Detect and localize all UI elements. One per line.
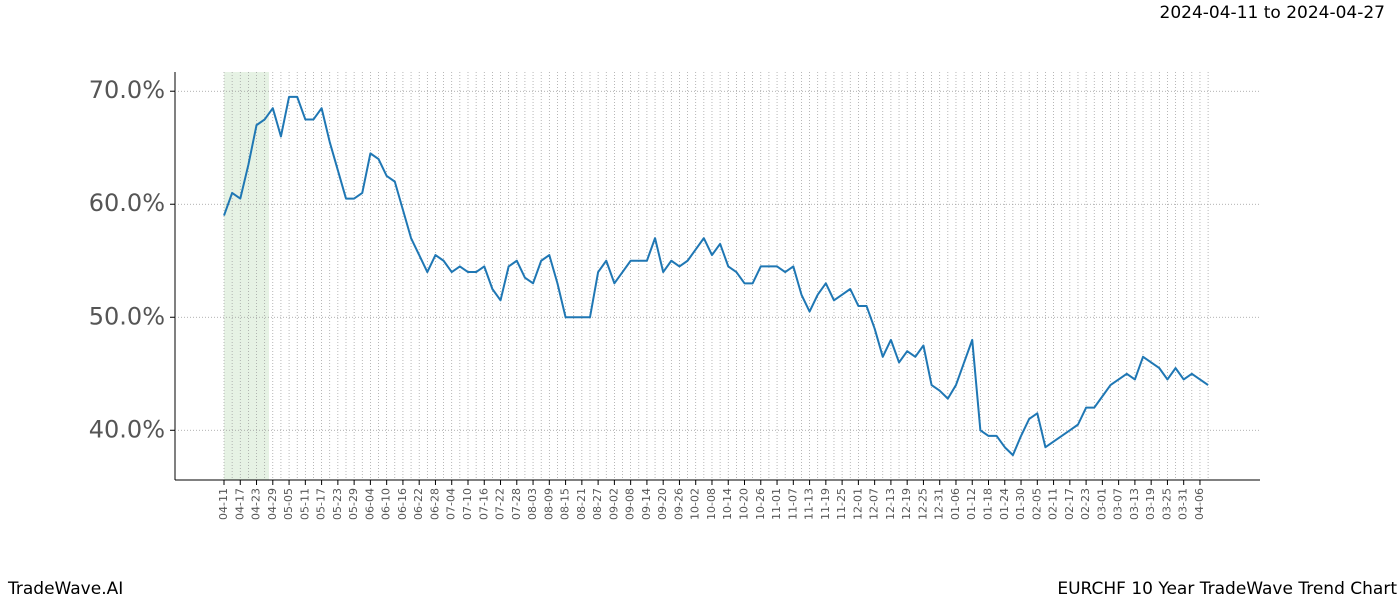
x-tick-label: 07-28	[510, 488, 523, 520]
x-tick-label: 09-26	[672, 488, 685, 520]
x-tick-label: 07-22	[494, 488, 507, 520]
x-tick-label: 05-11	[298, 488, 311, 520]
x-tick-label: 02-23	[1079, 488, 1092, 520]
x-tick-label: 01-12	[965, 488, 978, 520]
x-tick-label: 01-18	[982, 488, 995, 520]
x-tick-label: 02-11	[1047, 488, 1060, 520]
x-tick-label: 07-04	[445, 488, 458, 520]
x-tick-label: 10-20	[738, 488, 751, 520]
x-tick-label: 04-23	[250, 488, 263, 520]
x-tick-label: 05-29	[347, 488, 360, 520]
x-tick-label: 05-17	[315, 488, 328, 520]
x-tick-label: 02-17	[1063, 488, 1076, 520]
x-tick-label: 01-24	[998, 488, 1011, 520]
x-tick-label: 05-05	[282, 488, 295, 520]
x-tick-label: 10-08	[705, 488, 718, 520]
x-tick-label: 10-14	[721, 488, 734, 520]
x-tick-label: 12-25	[916, 488, 929, 520]
x-tick-label: 08-15	[559, 488, 572, 520]
x-tick-label: 06-22	[412, 488, 425, 520]
x-tick-label: 12-19	[900, 488, 913, 520]
x-tick-label: 06-28	[428, 488, 441, 520]
x-tick-label: 12-01	[851, 488, 864, 520]
x-tick-label: 03-01	[1095, 488, 1108, 520]
x-tick-label: 07-10	[461, 488, 474, 520]
x-tick-label: 03-31	[1177, 488, 1190, 520]
x-tick-label: 11-01	[770, 488, 783, 520]
x-tick-label: 12-07	[868, 488, 881, 520]
y-tick-label: 40.0%	[89, 415, 165, 443]
x-tick-label: 06-16	[396, 488, 409, 520]
x-tick-label: 06-04	[363, 488, 376, 520]
x-tick-label: 01-06	[949, 488, 962, 520]
x-tick-label: 11-07	[786, 488, 799, 520]
x-tick-label: 08-27	[591, 488, 604, 520]
x-tick-label: 06-10	[380, 488, 393, 520]
x-tick-label: 10-26	[754, 488, 767, 520]
x-tick-label: 04-17	[233, 488, 246, 520]
x-tick-label: 12-31	[933, 488, 946, 520]
x-tick-label: 03-19	[1144, 488, 1157, 520]
date-range: 2024-04-11 to 2024-04-27	[1160, 3, 1385, 23]
x-tick-label: 07-16	[477, 488, 490, 520]
x-tick-label: 11-19	[819, 488, 832, 520]
x-tick-label: 08-21	[575, 488, 588, 520]
x-tick-label: 11-13	[803, 488, 816, 520]
highlight-span	[224, 72, 269, 480]
x-tick-label: 01-30	[1014, 488, 1027, 520]
x-tick-label: 02-05	[1030, 488, 1043, 520]
x-tick-label: 04-29	[266, 488, 279, 520]
x-tick-label: 04-06	[1193, 488, 1206, 520]
y-tick-label: 70.0%	[89, 76, 165, 104]
x-tick-label: 08-09	[542, 488, 555, 520]
x-tick-label: 09-20	[656, 488, 669, 520]
x-tick-label: 08-03	[526, 488, 539, 520]
y-tick-label: 60.0%	[89, 189, 165, 217]
x-tick-label: 03-25	[1160, 488, 1173, 520]
x-tick-label: 09-14	[640, 488, 653, 520]
x-tick-label: 11-25	[835, 488, 848, 520]
x-tick-label: 03-13	[1128, 488, 1141, 520]
x-tick-label: 12-13	[884, 488, 897, 520]
x-tick-label: 03-07	[1112, 488, 1125, 520]
x-tick-label: 10-02	[689, 488, 702, 520]
trend-line	[223, 95, 1209, 457]
x-tick-label: 09-08	[624, 488, 637, 520]
x-tick-label: 04-11	[217, 488, 230, 520]
chart-title: EURCHF 10 Year TradeWave Trend Chart	[1057, 579, 1397, 599]
x-tick-label: 09-02	[607, 488, 620, 520]
x-tick-label: 05-23	[331, 488, 344, 520]
brand: TradeWave.AI	[7, 579, 123, 599]
y-tick-label: 50.0%	[89, 302, 165, 330]
